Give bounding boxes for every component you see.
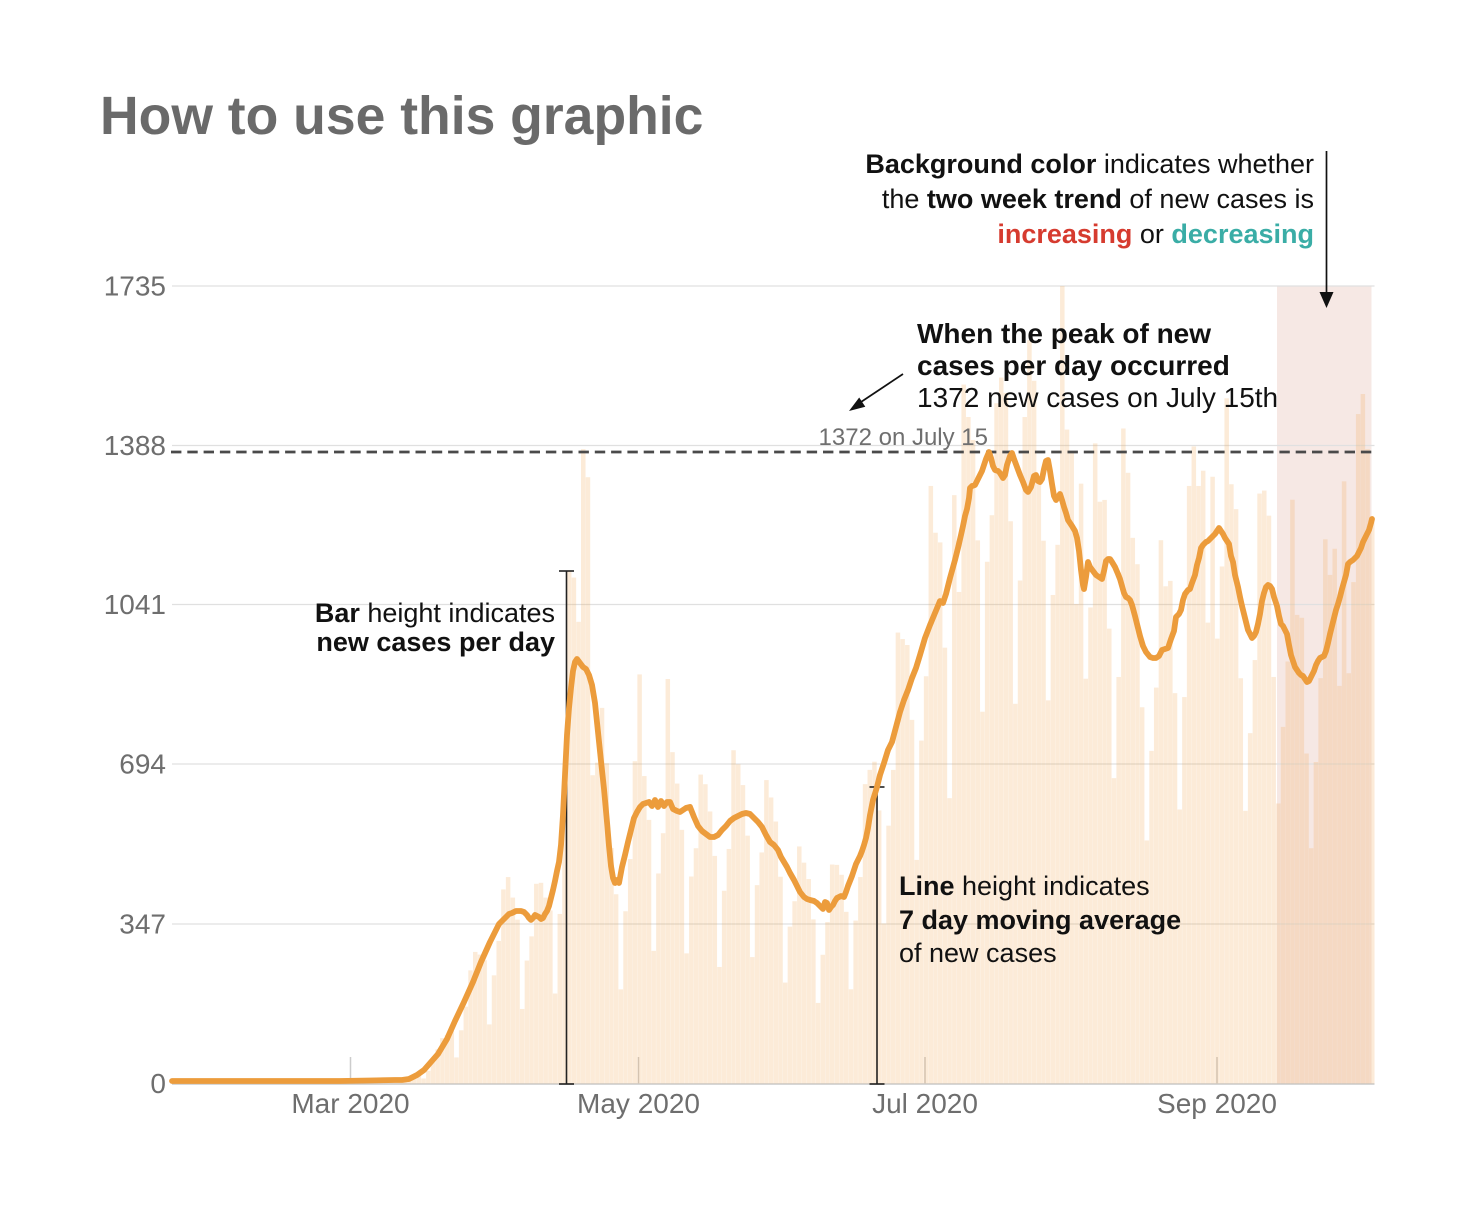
svg-text:Background color indicates whe: Background color indicates whether (865, 149, 1314, 179)
svg-text:1041: 1041 (104, 589, 166, 620)
svg-text:Jul 2020: Jul 2020 (872, 1088, 978, 1119)
svg-text:1735: 1735 (104, 271, 166, 302)
svg-text:7 day moving average: 7 day moving average (899, 905, 1181, 935)
svg-text:May 2020: May 2020 (577, 1088, 700, 1119)
svg-text:cases per day occurred: cases per day occurred (917, 350, 1230, 381)
svg-text:1388: 1388 (104, 430, 166, 461)
svg-text:347: 347 (119, 909, 166, 940)
svg-text:Line height indicates: Line height indicates (899, 871, 1150, 901)
svg-text:increasing or decreasing: increasing or decreasing (997, 219, 1314, 249)
svg-text:new cases per day: new cases per day (316, 627, 555, 657)
svg-text:When the peak of new: When the peak of new (917, 318, 1211, 349)
svg-text:the two week trend of new case: the two week trend of new cases is (882, 184, 1314, 214)
svg-text:1372 new cases on July 15th: 1372 new cases on July 15th (917, 382, 1278, 413)
svg-text:of new cases: of new cases (899, 938, 1057, 968)
svg-text:0: 0 (150, 1068, 166, 1099)
svg-text:Mar 2020: Mar 2020 (291, 1088, 409, 1119)
svg-text:Bar height indicates: Bar height indicates (315, 598, 555, 628)
svg-text:How to use this graphic: How to use this graphic (100, 87, 703, 146)
svg-text:1372 on July 15: 1372 on July 15 (819, 424, 988, 451)
svg-text:694: 694 (119, 749, 166, 780)
svg-text:Sep 2020: Sep 2020 (1157, 1088, 1277, 1119)
